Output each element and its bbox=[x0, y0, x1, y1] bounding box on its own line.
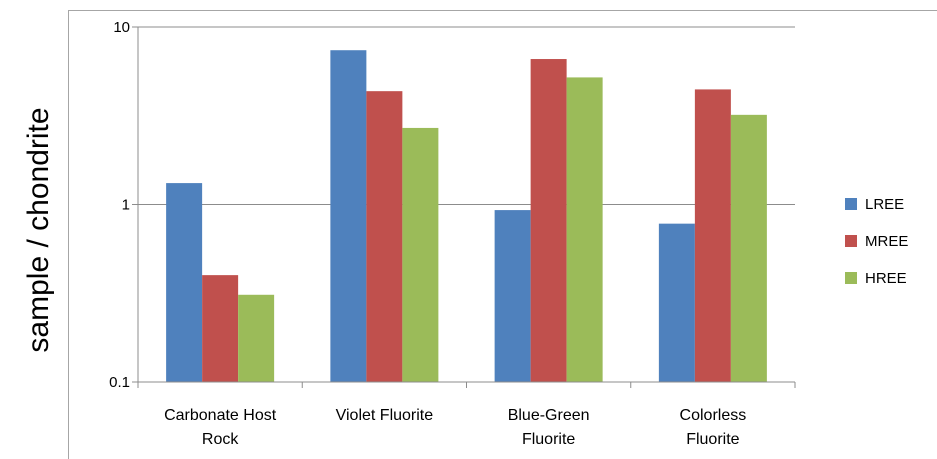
legend-swatch-mree bbox=[845, 235, 857, 247]
bar-hree bbox=[402, 127, 439, 383]
legend-label-hree: HREE bbox=[865, 270, 907, 287]
x-category-label: Rock bbox=[202, 431, 239, 448]
bar-mree bbox=[530, 59, 567, 383]
grid-layer bbox=[138, 26, 795, 205]
bar-mree bbox=[694, 89, 731, 382]
y-axis-title: sample / chondrite bbox=[22, 107, 55, 352]
legend-label-mree: MREE bbox=[865, 233, 908, 250]
bar-hree bbox=[238, 294, 275, 382]
x-category-label: Colorless bbox=[680, 407, 747, 424]
y-tick-label: 10 bbox=[113, 19, 130, 36]
x-category-label: Fluorite bbox=[522, 431, 575, 448]
bar-hree bbox=[566, 77, 603, 382]
bar-layer bbox=[166, 50, 767, 383]
bar-hree bbox=[730, 114, 767, 382]
x-category-label: Carbonate Host bbox=[164, 407, 277, 424]
x-category-label: Violet Fluorite bbox=[336, 407, 434, 424]
chart-border-top bbox=[68, 10, 937, 11]
y-tick-label: 1 bbox=[122, 197, 130, 214]
x-category-label: Fluorite bbox=[686, 431, 739, 448]
bar-lree bbox=[494, 210, 531, 382]
axis-layer bbox=[132, 26, 796, 388]
x-category-label: Blue-Green bbox=[508, 407, 590, 424]
legend-label-lree: LREE bbox=[865, 196, 904, 213]
legend-swatch-lree bbox=[845, 198, 857, 210]
bar-lree bbox=[166, 183, 203, 382]
bar-mree bbox=[202, 275, 239, 382]
bar-lree bbox=[658, 223, 695, 382]
label-layer: 0.1 1 10 Carbonate Host Rock Violet Fluorite B… bbox=[109, 19, 746, 448]
bar-lree bbox=[330, 50, 367, 383]
bar-mree bbox=[366, 91, 403, 383]
legend-swatch-hree bbox=[845, 272, 857, 284]
y-tick-label: 0.1 bbox=[109, 374, 130, 391]
chart-border-left bbox=[68, 10, 69, 459]
legend: LREE MREE HREE bbox=[845, 196, 908, 287]
